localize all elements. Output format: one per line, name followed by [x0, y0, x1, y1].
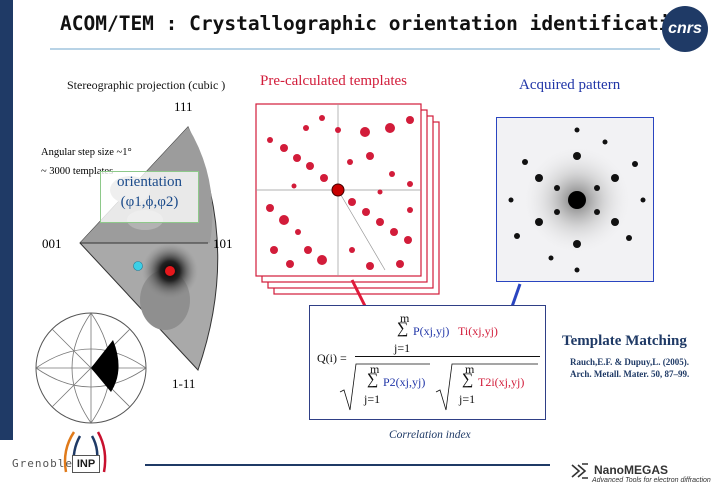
angular-step-label: Angular step size ~1°	[41, 147, 132, 158]
nanomegas-logo-icon	[571, 463, 588, 479]
template-matching-title: Template Matching	[562, 333, 687, 349]
num-sum-symbol: ∑	[397, 320, 409, 337]
cnrs-logo: cnrs	[662, 6, 708, 52]
reference-line-2: Arch. Metall. Mater. 50, 87–99.	[570, 369, 690, 379]
correlation-formula: Q(i) = m ∑ j=1 P(xj,yj) Ti(xj,yj) m ∑ j=…	[309, 305, 546, 420]
den-sum-lower-2: j=1	[459, 392, 476, 406]
den-sum-upper-2: m	[465, 362, 475, 376]
num-sum-lower: j=1	[394, 341, 411, 355]
den-sum-symbol-2: ∑	[462, 371, 474, 388]
orientation-label: orientation	[117, 174, 182, 190]
orientation-box: orientation (φ1,ϕ,φ2)	[100, 171, 199, 223]
template-stack	[255, 103, 440, 295]
radical-signs	[339, 363, 538, 411]
nanomegas-tagline: Advanced Tools for electron diffraction	[592, 477, 711, 484]
nanomegas-label: NanoMEGAS	[594, 463, 669, 477]
pole-111-label: 111	[174, 99, 193, 114]
grenoble-label: Grenoble	[12, 457, 73, 470]
den-sum-symbol-1: ∑	[367, 371, 379, 388]
acquired-title: Acquired pattern	[519, 77, 621, 93]
sidebar-band	[0, 0, 13, 440]
pole-101-label: 101	[213, 236, 233, 251]
stereogram-caption: Stereographic projection (cubic )	[67, 78, 226, 92]
den-p2-term: P2(xj,yj)	[383, 375, 426, 389]
num-t-term: Ti(xj,yj)	[458, 324, 498, 338]
fraction-bar	[355, 356, 540, 357]
correlation-caption: Correlation index	[389, 429, 471, 441]
title-divider	[50, 48, 660, 50]
den-sum-upper-1: m	[370, 362, 380, 376]
pole-001-label: 001	[42, 236, 62, 251]
acquired-pattern	[496, 117, 654, 282]
orientation-angles: (φ1,ϕ,φ2)	[120, 194, 179, 210]
num-p-term: P(xj,yj)	[413, 324, 450, 338]
q-label: Q(i) =	[317, 351, 347, 365]
footer-divider	[145, 464, 550, 466]
templates-title: Pre-calculated templates	[260, 73, 408, 89]
reference-line-1: Rauch,E.F. & Dupuy,L. (2005).	[570, 357, 689, 367]
inp-logo: INP	[72, 455, 100, 473]
den-t2-term: T2i(xj,yj)	[478, 375, 525, 389]
den-sum-lower-1: j=1	[364, 392, 381, 406]
pole-1-11-label: 1-11	[172, 376, 196, 391]
num-sum-upper: m	[400, 311, 410, 325]
page-title: ACOM/TEM : Crystallographic orientation …	[60, 12, 694, 35]
projection-circle	[35, 312, 147, 424]
template-count-label: ~ 3000 templates	[41, 166, 114, 177]
orientation-marker	[165, 266, 175, 276]
